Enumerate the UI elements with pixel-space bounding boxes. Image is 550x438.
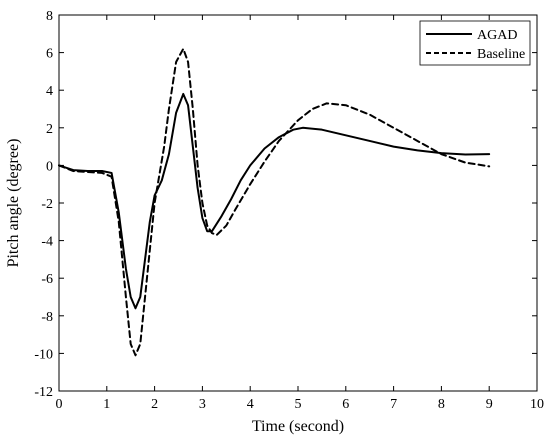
y-axis-label: Pitch angle (degree) [5, 139, 22, 268]
x-axis-label: Time (second) [252, 418, 344, 435]
legend-label-baseline: Baseline [477, 47, 525, 62]
y-tick-label: -6 [41, 272, 53, 287]
y-tick-label: 4 [46, 84, 53, 99]
series-line-baseline [58, 47, 491, 357]
series-layer [58, 47, 491, 357]
y-tick-label: -4 [41, 235, 53, 250]
legend-box [419, 20, 531, 66]
legend-label-agad: AGAD [477, 28, 517, 43]
x-tick-label: 1 [103, 397, 110, 412]
axis-ticks: 0 1 2 3 4 5 6 7 8 9 10 -12 -10 -8 -6 -4 -2 0 2 4 6 8 [34, 9, 544, 412]
x-tick-label: 0 [56, 397, 63, 412]
x-tick-label: 3 [199, 397, 206, 412]
y-tick-label: -2 [41, 197, 53, 212]
x-tick-label: 2 [151, 397, 158, 412]
y-tick-label: 0 [46, 159, 53, 174]
x-tick-label: 5 [295, 397, 302, 412]
y-tick-label: -8 [41, 310, 53, 325]
y-tick-label: -10 [34, 347, 53, 362]
y-tick-label: -12 [34, 385, 53, 400]
y-tick-label: 8 [46, 9, 53, 24]
y-tick-label: 2 [46, 122, 53, 137]
plot-area [58, 14, 538, 392]
x-tick-label: 9 [486, 397, 493, 412]
x-tick-label: 8 [438, 397, 445, 412]
x-tick-label: 10 [530, 397, 544, 412]
legend: AGAD Baseline [419, 20, 531, 66]
series-line-agad [58, 92, 491, 310]
x-tick-label: 7 [390, 397, 397, 412]
y-tick-label: 6 [46, 47, 53, 62]
x-tick-label: 4 [247, 397, 254, 412]
x-tick-label: 6 [342, 397, 349, 412]
